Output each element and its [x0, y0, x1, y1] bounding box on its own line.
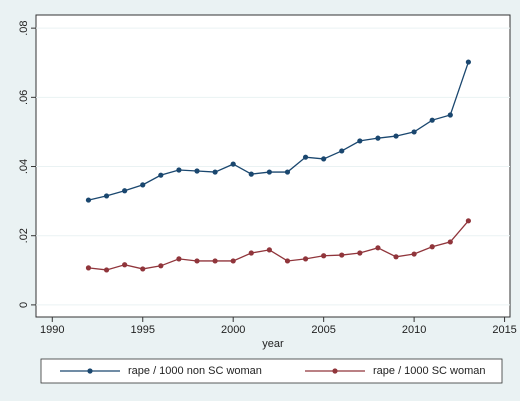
y-tick-label: .08: [18, 20, 30, 35]
data-point: [158, 172, 164, 178]
data-point: [429, 244, 435, 250]
data-point: [248, 250, 254, 256]
legend-label: rape / 1000 SC woman: [373, 365, 486, 377]
data-point: [411, 251, 417, 257]
data-point: [176, 167, 182, 173]
data-point: [284, 169, 291, 175]
data-point: [103, 267, 110, 273]
data-point: [465, 59, 471, 65]
data-point: [393, 254, 399, 260]
data-point: [212, 258, 218, 264]
x-tick-label: 2005: [311, 324, 335, 336]
data-point: [85, 197, 92, 203]
data-point: [266, 247, 272, 253]
legend-marker: [87, 368, 93, 374]
data-point: [266, 169, 272, 175]
y-tick-label: .02: [18, 228, 30, 243]
series-line: [88, 61, 470, 201]
data-point: [375, 245, 381, 251]
x-tick-label: 1990: [40, 324, 64, 336]
data-point: [447, 112, 453, 118]
data-point: [393, 133, 399, 139]
data-point: [357, 138, 363, 144]
data-point: [339, 252, 345, 258]
data-point: [248, 171, 254, 177]
legend-marker: [332, 368, 338, 374]
legend-label: rape / 1000 non SC woman: [128, 365, 262, 377]
data-point: [122, 188, 128, 194]
data-point: [302, 154, 309, 160]
x-tick-label: 2015: [492, 324, 516, 336]
y-tick-label: .04: [18, 159, 30, 174]
data-point: [357, 250, 363, 256]
data-point: [140, 266, 146, 272]
x-tick-label: 1995: [130, 324, 154, 336]
data-point: [429, 117, 435, 123]
data-point: [194, 258, 200, 264]
data-point: [321, 253, 327, 259]
data-point: [103, 193, 110, 199]
data-point: [85, 265, 92, 271]
series-line: [88, 220, 469, 271]
data-point: [158, 263, 164, 269]
data-point: [375, 135, 381, 141]
data-point: [339, 148, 345, 154]
data-point: [411, 129, 417, 135]
data-point: [321, 156, 327, 162]
x-axis-label: year: [262, 338, 284, 350]
x-tick-label: 2010: [402, 324, 426, 336]
data-point: [284, 258, 291, 264]
data-point: [176, 256, 182, 262]
data-point: [230, 161, 236, 167]
data-point: [122, 262, 128, 268]
y-tick-label: 0: [18, 302, 30, 308]
data-point: [230, 258, 236, 264]
data-point: [194, 168, 200, 174]
y-tick-label: .06: [18, 90, 30, 105]
data-point: [140, 182, 146, 188]
plot-area: [35, 14, 511, 318]
data-point: [212, 169, 218, 175]
data-point: [302, 256, 309, 262]
data-point: [447, 239, 453, 245]
data-point: [465, 218, 471, 224]
x-tick-label: 2000: [221, 324, 245, 336]
